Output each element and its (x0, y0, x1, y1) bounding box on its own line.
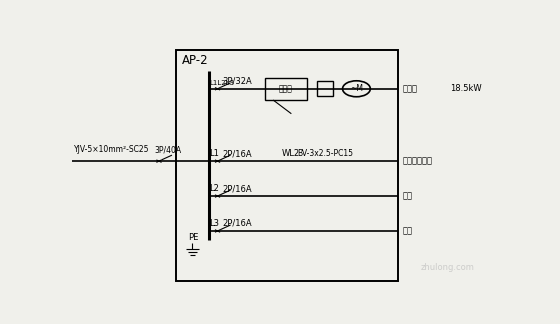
Text: AP-2: AP-2 (181, 54, 208, 67)
Text: PE: PE (188, 233, 198, 242)
Text: 3P/40A: 3P/40A (155, 145, 182, 154)
Text: 2P/16A: 2P/16A (223, 184, 253, 193)
Text: 柜内控制电源: 柜内控制电源 (403, 156, 433, 166)
Text: BV-3x2.5-PC15: BV-3x2.5-PC15 (297, 149, 353, 158)
Text: L1: L1 (209, 149, 219, 158)
Text: WL2: WL2 (282, 149, 300, 158)
Text: 2P/16A: 2P/16A (223, 149, 253, 158)
Text: YJV-5×10mm²-SC25: YJV-5×10mm²-SC25 (74, 145, 150, 154)
Text: 3P/32A: 3P/32A (223, 77, 253, 86)
Text: L2: L2 (209, 184, 219, 193)
Text: ~M: ~M (350, 84, 363, 93)
Text: 2P/16A: 2P/16A (223, 219, 253, 228)
Text: zhulong.com: zhulong.com (421, 263, 474, 272)
Text: 18.5kW: 18.5kW (450, 84, 482, 93)
Bar (316, 81, 333, 96)
Bar (265, 77, 306, 100)
Text: 变频器: 变频器 (279, 84, 293, 93)
Text: L3: L3 (209, 219, 219, 228)
Text: 备用: 备用 (403, 191, 413, 201)
Text: 潜水泵: 潜水泵 (403, 84, 418, 93)
Text: L1L2L3: L1L2L3 (209, 80, 234, 86)
Text: 备用: 备用 (403, 226, 413, 236)
Bar (176, 50, 398, 281)
